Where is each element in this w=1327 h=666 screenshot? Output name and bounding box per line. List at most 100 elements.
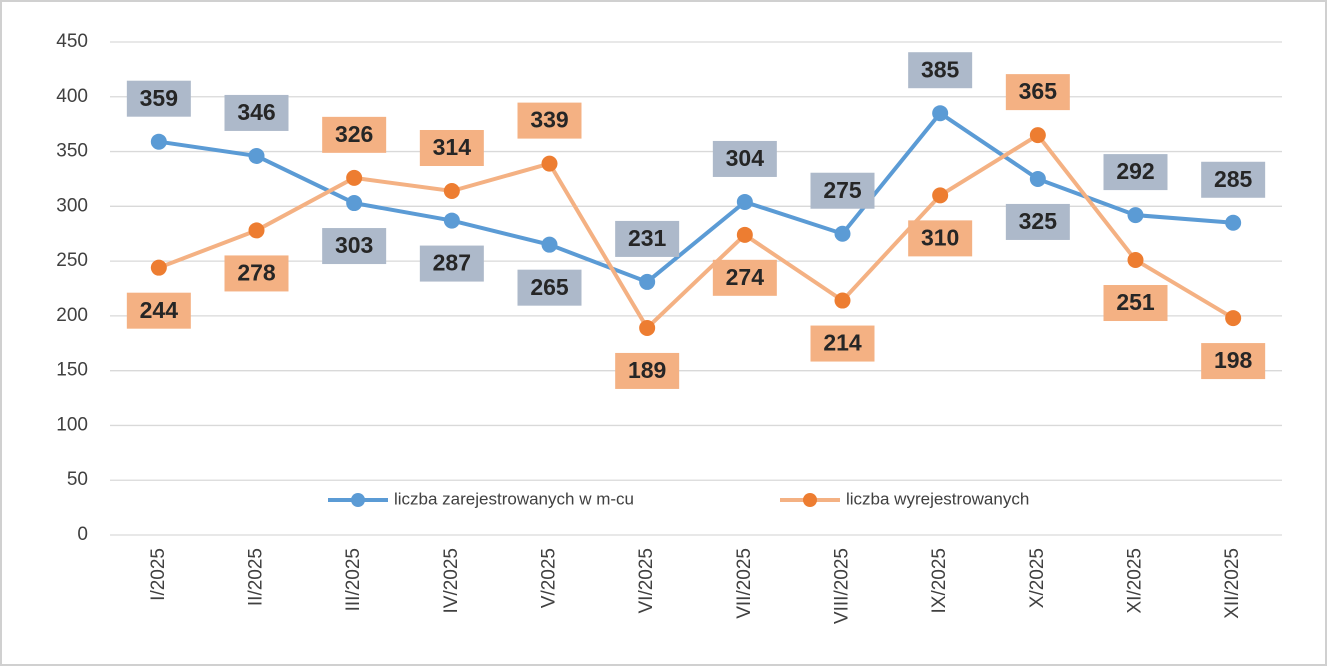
data-label-box [615, 220, 680, 257]
data-label: 359 [140, 85, 178, 111]
point [541, 236, 558, 253]
point [443, 212, 460, 229]
point [1127, 207, 1144, 224]
data-label-box [419, 245, 484, 282]
x-tick-label: V/2025 [539, 548, 560, 608]
data-label: 385 [921, 56, 960, 82]
y-tick-label: 450 [56, 31, 88, 52]
point [346, 195, 363, 212]
point [1029, 170, 1046, 187]
x-tick-label: II/2025 [246, 548, 267, 606]
data-label-box [419, 129, 484, 166]
point [1029, 127, 1046, 144]
data-label: 326 [335, 121, 373, 147]
point [736, 193, 753, 210]
point [248, 222, 265, 239]
series-line [158, 132, 1235, 332]
data-label: 287 [433, 250, 471, 276]
x-tick-label: VII/2025 [734, 548, 755, 619]
point [639, 319, 656, 336]
data-label-box [1103, 285, 1168, 322]
y-tick-label: 250 [56, 250, 88, 271]
data-label-box [810, 172, 875, 209]
x-tick-label: IV/2025 [441, 548, 462, 614]
legend-label: liczba zarejestrowanych w m-cu [394, 489, 634, 508]
legend-marker [351, 493, 365, 507]
y-tick-label: 100 [56, 414, 88, 435]
data-label: 274 [726, 264, 765, 290]
y-tick-label: 400 [56, 86, 88, 107]
data-label: 346 [237, 99, 275, 125]
data-label: 339 [530, 107, 568, 133]
data-label: 198 [1214, 347, 1253, 373]
x-tick-label: X/2025 [1027, 548, 1048, 608]
data-label-box [322, 228, 387, 265]
data-label-box [517, 102, 582, 139]
point [1225, 214, 1242, 231]
point [1225, 310, 1242, 327]
x-tick-label: XII/2025 [1222, 548, 1243, 619]
point [150, 133, 167, 150]
data-label-box [908, 52, 973, 89]
data-label-box [1201, 161, 1266, 198]
data-label-box [615, 352, 680, 389]
data-label-box [224, 255, 289, 292]
data-label: 251 [1116, 289, 1155, 315]
data-label: 189 [628, 357, 666, 383]
data-label: 304 [726, 145, 765, 171]
y-tick-label: 350 [56, 141, 88, 162]
data-label: 325 [1019, 208, 1058, 234]
data-label-box [517, 269, 582, 306]
point [248, 147, 265, 164]
data-label: 214 [823, 330, 862, 356]
point [639, 273, 656, 290]
data-label-box [810, 325, 875, 362]
data-label: 365 [1019, 78, 1058, 104]
data-label: 278 [237, 260, 276, 286]
x-tick-label: IX/2025 [929, 548, 950, 614]
data-label: 303 [335, 232, 373, 258]
y-tick-label: 0 [77, 524, 88, 545]
y-tick-label: 150 [56, 360, 88, 381]
point [443, 182, 460, 199]
data-label-box [322, 116, 387, 153]
point [834, 225, 851, 242]
legend-marker [803, 493, 817, 507]
point [541, 155, 558, 172]
point [150, 259, 167, 276]
y-tick-label: 50 [67, 469, 88, 490]
y-tick-label: 200 [56, 305, 88, 326]
data-label: 244 [140, 297, 179, 323]
x-tick-label: XI/2025 [1125, 548, 1146, 614]
point [736, 226, 753, 243]
point [346, 169, 363, 186]
data-label-box [712, 140, 777, 177]
point [932, 105, 949, 122]
series-line [158, 110, 1234, 285]
data-label: 265 [530, 274, 569, 300]
point [932, 187, 949, 204]
x-tick-label: III/2025 [343, 548, 364, 611]
data-label-box [224, 94, 289, 131]
data-label: 285 [1214, 166, 1253, 192]
data-label-box [126, 80, 191, 117]
data-label-box [126, 292, 191, 329]
data-label-box [1005, 74, 1070, 111]
point [1127, 252, 1144, 269]
data-label: 275 [823, 177, 862, 203]
data-label: 231 [628, 225, 667, 251]
data-label: 314 [433, 134, 472, 160]
data-label-box [908, 220, 973, 257]
data-label-box [1005, 203, 1070, 240]
data-label-box [1201, 343, 1266, 380]
x-tick-label: VIII/2025 [832, 548, 853, 624]
data-label: 292 [1116, 158, 1154, 184]
x-tick-label: VI/2025 [636, 548, 657, 614]
data-label-box [712, 259, 777, 296]
y-tick-label: 300 [56, 195, 88, 216]
data-label-box [1103, 154, 1168, 191]
x-tick-label: I/2025 [148, 548, 169, 601]
point [834, 292, 851, 309]
